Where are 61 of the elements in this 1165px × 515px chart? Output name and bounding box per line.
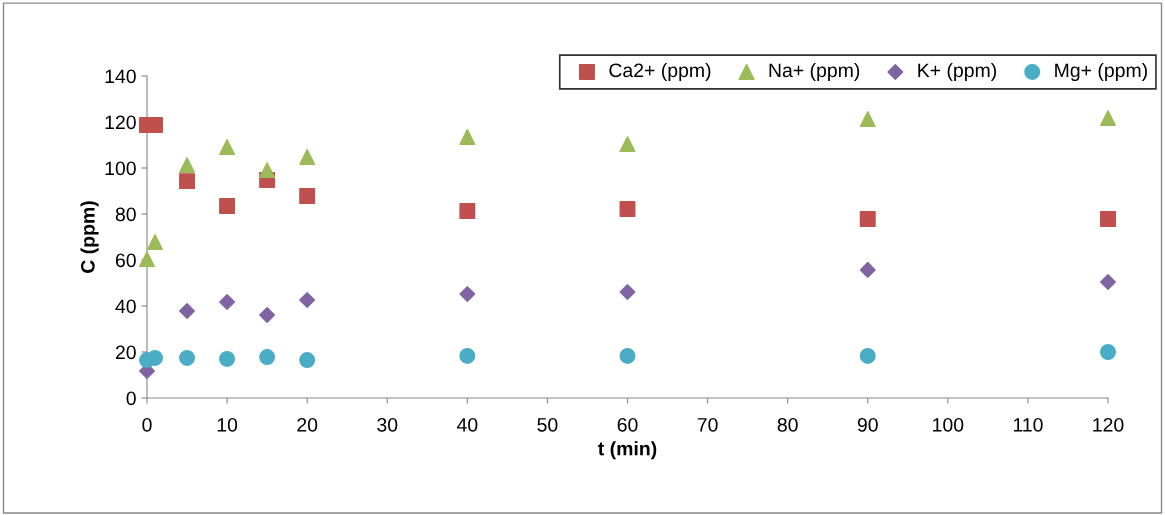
point: [459, 128, 476, 145]
point: [459, 203, 476, 219]
point: [299, 148, 316, 165]
x-tick-label: 40: [456, 417, 478, 432]
x-tick-label: 110: [1013, 417, 1043, 432]
x-tick-label: 70: [697, 417, 718, 432]
x-axis-title: t (min): [598, 441, 657, 460]
point: [619, 200, 636, 217]
x-tick-label: 100: [933, 417, 964, 432]
point: [859, 111, 876, 127]
legend-label: K+ (ppm): [918, 62, 997, 82]
point: [147, 234, 163, 251]
point: [179, 303, 196, 320]
y-tick-label: 60: [115, 253, 136, 268]
point: [299, 352, 316, 369]
point: [299, 188, 316, 205]
point: [1100, 344, 1116, 360]
x-tick-label: 80: [777, 417, 798, 432]
y-tick-label: 40: [115, 299, 136, 314]
y-tick-label: 120: [105, 115, 136, 130]
point: [179, 350, 196, 366]
point: [1100, 110, 1116, 127]
legend-label: Mg+ (ppm): [1055, 62, 1147, 82]
y-tick-label: 0: [126, 391, 136, 406]
x-tick-label: 10: [217, 417, 238, 432]
point: [219, 197, 236, 214]
point: [299, 292, 316, 308]
y-tick-label: 140: [105, 69, 136, 84]
x-tick-label: 0: [142, 417, 152, 432]
point: [859, 211, 876, 228]
point: [259, 306, 276, 323]
legend-label: Na+ (ppm): [769, 62, 860, 82]
point: [179, 157, 196, 173]
point: [859, 261, 876, 278]
point: [859, 347, 876, 364]
point: [1100, 211, 1116, 228]
y-tick-label: 20: [115, 345, 136, 360]
point: [619, 347, 636, 364]
point: [179, 173, 196, 190]
point: [139, 251, 155, 268]
x-tick-label: 90: [857, 417, 878, 432]
point: [619, 136, 636, 153]
x-tick-label: 20: [297, 417, 318, 432]
point: [219, 139, 236, 156]
point: [1100, 274, 1116, 291]
point: [459, 347, 476, 364]
point: [259, 162, 276, 179]
y-tick-label: 100: [105, 161, 136, 176]
y-axis-title: C (ppm): [80, 201, 99, 273]
x-tick-label: 120: [1093, 417, 1124, 432]
point: [459, 286, 476, 303]
point: [619, 283, 636, 300]
x-tick-label: 60: [617, 417, 638, 432]
point: [219, 294, 236, 311]
x-tick-label: 50: [537, 417, 558, 432]
point: [147, 350, 163, 366]
y-tick-label: 80: [115, 207, 136, 222]
legend-label: Ca2+ (ppm): [609, 62, 711, 82]
x-tick-label: 30: [377, 417, 398, 432]
point: [259, 349, 276, 366]
point: [219, 350, 236, 367]
